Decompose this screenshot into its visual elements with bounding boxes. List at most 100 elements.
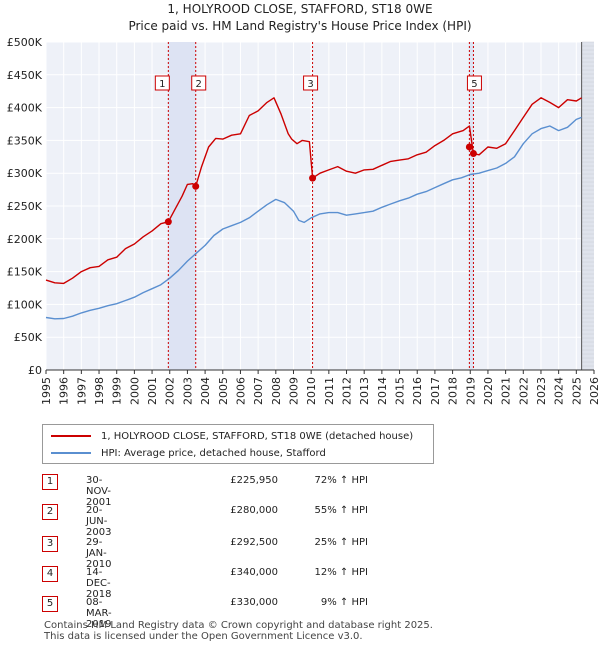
txn-number: 5 (42, 596, 58, 612)
x-tick-label: 2023 (535, 377, 548, 405)
txn-number: 1 (42, 474, 58, 490)
x-tick-label: 1999 (111, 377, 124, 405)
y-tick-label: £450K (7, 69, 43, 82)
transaction-lines (167, 42, 474, 370)
x-tick-label: 2019 (464, 377, 477, 405)
x-tick-label: 2005 (217, 377, 230, 405)
footer-line-1: Contains HM Land Registry data © Crown c… (44, 620, 433, 631)
chart-marker-label: 1 (159, 79, 165, 90)
chart-marker-box (303, 75, 319, 91)
txn-hpi: 25% ↑ HPI (314, 537, 368, 548)
txn-hpi: 9% ↑ HPI (320, 597, 368, 608)
x-tick-label: 2000 (128, 377, 141, 405)
transaction-point-2 (192, 182, 200, 190)
x-tick-label: 2008 (270, 377, 283, 405)
transaction-point-5 (469, 150, 477, 158)
y-tick-label: £100K (7, 298, 43, 311)
txn-number: 2 (42, 504, 58, 520)
legend-label-hpi: HPI: Average price, detached house, Staf… (101, 447, 326, 459)
txn-price: £340,000 (230, 567, 278, 578)
chart-subtitle: Price paid vs. HM Land Registry's House … (128, 19, 471, 33)
txn-number: 4 (42, 566, 58, 582)
x-tick-label: 1995 (40, 377, 53, 405)
shaded-spans (168, 42, 474, 370)
x-tick-label: 2026 (588, 377, 600, 405)
x-tick-label: 2024 (553, 377, 566, 405)
x-tick-label: 2010 (305, 377, 318, 405)
x-tick-label: 2011 (323, 377, 336, 405)
x-tick-label: 2017 (429, 377, 442, 405)
transaction-markers: 1 2 3 5 (154, 75, 482, 91)
legend-swatch-hpi (51, 452, 91, 454)
series-line-hpi (45, 116, 582, 320)
y-tick-label: £0 (28, 364, 42, 377)
x-tick-label: 1998 (93, 377, 106, 405)
txn-date: 14-DEC-2018 (86, 567, 112, 600)
chart-marker-label: 5 (471, 79, 477, 90)
x-tick-label: 2006 (234, 377, 247, 405)
x-tick-label: 2025 (570, 377, 583, 405)
chart-marker-2: 2 (191, 75, 207, 91)
x-tick-label: 2014 (376, 377, 389, 405)
x-tick-label: 2003 (181, 377, 194, 405)
legend-label-property: 1, HOLYROOD CLOSE, STAFFORD, ST18 0WE (d… (101, 430, 414, 442)
chart-marker-1: 1 (154, 75, 170, 91)
chart-marker-5: 5 (466, 75, 482, 91)
x-tick-label: 1997 (75, 377, 88, 405)
y-tick-label: £200K (7, 233, 43, 246)
y-tick-label: £300K (7, 167, 43, 180)
txn-number: 3 (42, 536, 58, 552)
chart-marker-box (154, 75, 170, 91)
x-tick-label: 2009 (287, 377, 300, 405)
x-tick-label: 2018 (447, 377, 460, 405)
price-chart: 1, HOLYROOD CLOSE, STAFFORD, ST18 0WE Pr… (7, 2, 600, 405)
txn-date: 08-MAR-2019 (86, 597, 112, 630)
transaction-points (164, 143, 477, 226)
txn-date: 29-JAN-2010 (86, 537, 112, 570)
txn-hpi: 12% ↑ HPI (314, 567, 368, 578)
x-tick-label: 2001 (146, 377, 159, 405)
x-tick-label: 2015 (394, 377, 407, 405)
chart-marker-label: 2 (196, 79, 202, 90)
x-tick-label: 2002 (164, 377, 177, 405)
txn-hpi: 72% ↑ HPI (314, 475, 368, 486)
x-tick-label: 2013 (358, 377, 371, 405)
x-tick-label: 2020 (482, 377, 495, 405)
txn-price: £225,950 (230, 475, 278, 486)
x-tick-label: 2016 (411, 377, 424, 405)
transaction-point-3 (309, 174, 317, 182)
chart-title: 1, HOLYROOD CLOSE, STAFFORD, ST18 0WE (167, 2, 432, 16)
txn-price: £280,000 (230, 505, 278, 516)
chart-marker-box (466, 75, 482, 91)
x-tick-label: 2021 (500, 377, 513, 405)
y-tick-label: £150K (7, 266, 43, 279)
x-tick-label: 2007 (252, 377, 265, 405)
series-lines (45, 97, 582, 320)
x-tick-label: 2022 (517, 377, 530, 405)
series-line-property (45, 97, 582, 285)
txn-hpi: 55% ↑ HPI (314, 505, 368, 516)
y-tick-label: £400K (7, 102, 43, 115)
y-tick-label: £500K (7, 36, 43, 49)
x-tick-label: 1996 (58, 377, 71, 405)
x-tick-label: 2012 (341, 377, 354, 405)
chart-marker-box (191, 75, 207, 91)
y-tick-label: £350K (7, 134, 43, 147)
y-tick-label: £250K (7, 200, 43, 213)
legend: 1, HOLYROOD CLOSE, STAFFORD, ST18 0WE (d… (42, 424, 434, 464)
footer-line-2: This data is licensed under the Open Gov… (44, 631, 363, 642)
legend-swatch-property (51, 435, 91, 437)
transaction-point-4 (465, 143, 473, 151)
txn-price: £292,500 (230, 537, 278, 548)
transaction-point-1 (164, 218, 172, 226)
legend-item-hpi: HPI: Average price, detached house, Staf… (51, 445, 326, 461)
txn-date: 30-NOV-2001 (86, 475, 112, 508)
legend-item-property: 1, HOLYROOD CLOSE, STAFFORD, ST18 0WE (d… (51, 428, 413, 444)
footer-attribution: Contains HM Land Registry data © Crown c… (44, 620, 433, 642)
txn-date: 20-JUN-2003 (86, 505, 112, 538)
shaded-span (168, 42, 196, 370)
x-tick-label: 2004 (199, 377, 212, 405)
txn-price: £330,000 (230, 597, 278, 608)
axes: £0 £50K £100K £150K £200K £250K £300K £350K £400… (7, 36, 600, 405)
shaded-span (469, 42, 474, 370)
